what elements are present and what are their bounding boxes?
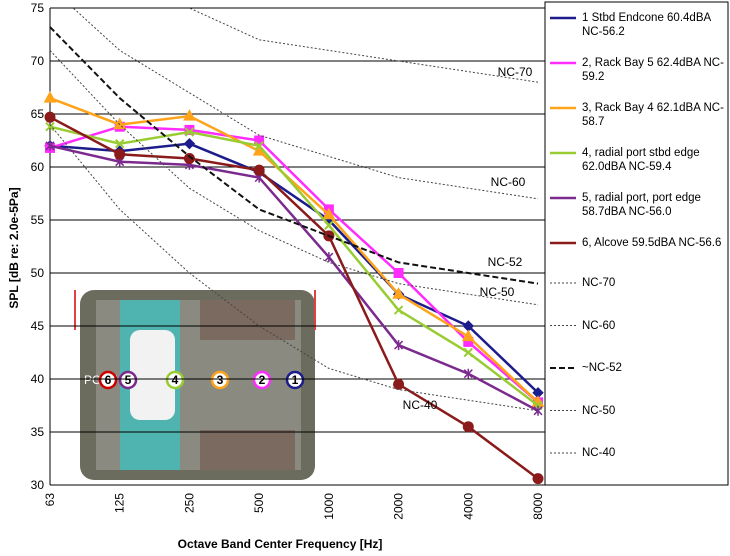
inset-marker	[252, 370, 272, 390]
marker	[463, 368, 473, 379]
y-tick-label: 70	[31, 54, 45, 68]
series-line	[49, 26, 539, 285]
inset-marker	[118, 370, 138, 390]
x-tick-label: 63	[43, 493, 57, 507]
x-axis-label: Octave Band Center Frequency [Hz]	[178, 537, 383, 551]
marker	[324, 220, 334, 231]
y-tick-label: 30	[31, 478, 45, 492]
legend-label: ~NC-52	[582, 362, 622, 374]
y-tick-label: 50	[31, 266, 45, 280]
inset-marker-label: 3	[217, 373, 224, 387]
annotation: NC-52	[488, 255, 523, 269]
inset-marker-label: 4	[172, 373, 179, 387]
y-tick-label: 55	[31, 213, 45, 227]
marker	[393, 268, 404, 278]
marker	[322, 207, 336, 220]
legend-label: 4, radial port stbd edge 62.0dBA NC-59.4	[582, 147, 700, 173]
inset-marker-label: 5	[125, 373, 132, 387]
module-inset: PORT654321	[74, 290, 316, 480]
series-line	[188, 8, 539, 83]
marker	[532, 473, 544, 485]
marker	[463, 347, 473, 358]
inset-marker	[165, 370, 185, 390]
annotation: NC-40	[403, 398, 438, 412]
legend-label: 6, Alcove 59.5dBA NC-56.6	[582, 237, 722, 249]
marker	[183, 153, 195, 165]
x-tick-label: 2000	[392, 493, 406, 520]
marker	[393, 305, 404, 315]
legend-box	[544, 1, 729, 486]
inset-marker-label: 2	[259, 373, 266, 387]
series-line	[49, 50, 539, 306]
y-tick-label: 45	[31, 319, 45, 333]
marker	[183, 109, 196, 121]
y-axis-label: SPL [dB re: 2.0e-5Pa]	[7, 187, 21, 308]
series-line	[49, 116, 539, 480]
x-tick-label: 1000	[322, 493, 336, 520]
series-line	[49, 142, 539, 394]
series-line	[49, 96, 539, 404]
legend-label: 1 Stbd Endcone 60.4dBA NC-56.2	[582, 12, 711, 38]
marker	[113, 117, 127, 130]
marker	[183, 137, 196, 150]
inset-marker	[98, 370, 118, 390]
marker	[254, 141, 264, 151]
x-tick-label: 500	[252, 493, 266, 513]
legend-label: 2, Rack Bay 5 62.4dBA NC-59.2	[582, 57, 724, 83]
marker	[184, 124, 195, 135]
y-tick-label: 35	[31, 425, 45, 439]
marker	[393, 378, 405, 390]
y-tick-label: 65	[31, 107, 45, 121]
legend-label: 5, radial port, port edge 58.7dBA NC-56.…	[582, 192, 701, 218]
annotation: NC-70	[498, 65, 533, 79]
series-line	[49, 125, 539, 407]
marker	[184, 127, 195, 137]
y-tick-label: 60	[31, 160, 45, 174]
inset-marker-label: 1	[292, 373, 299, 387]
x-tick-label: 8000	[531, 493, 545, 520]
x-tick-label: 4000	[461, 493, 475, 520]
x-tick-label: 250	[182, 493, 196, 513]
marker	[394, 340, 404, 351]
x-tick-label: 125	[113, 493, 127, 513]
series-line	[49, 124, 539, 412]
marker	[324, 252, 334, 263]
series-line	[49, 144, 539, 412]
series-line	[72, 8, 539, 200]
marker	[115, 138, 125, 149]
legend-label: NC-50	[582, 404, 616, 417]
marker	[533, 405, 543, 416]
marker	[44, 111, 56, 123]
marker	[45, 122, 55, 132]
legend-label: 3, Rack Bay 4 62.1dBA NC-58.7	[582, 102, 724, 128]
legend-label: NC-60	[582, 319, 616, 332]
y-tick-label: 40	[31, 372, 45, 386]
marker	[45, 140, 55, 151]
marker	[462, 421, 474, 433]
plot-area	[43, 8, 545, 485]
annotation: NC-50	[480, 285, 515, 299]
inset-marker	[210, 370, 230, 390]
inset-marker-label: 6	[105, 373, 112, 387]
inset-marker	[285, 370, 305, 390]
legend-label: NC-40	[582, 447, 616, 459]
legend-label: NC-70	[582, 277, 616, 289]
y-tick-label: 75	[31, 1, 45, 15]
marker	[114, 148, 126, 160]
marker	[461, 329, 475, 342]
annotation: NC-60	[491, 175, 526, 189]
marker	[43, 91, 57, 103]
marker	[253, 164, 265, 176]
marker	[392, 287, 405, 299]
